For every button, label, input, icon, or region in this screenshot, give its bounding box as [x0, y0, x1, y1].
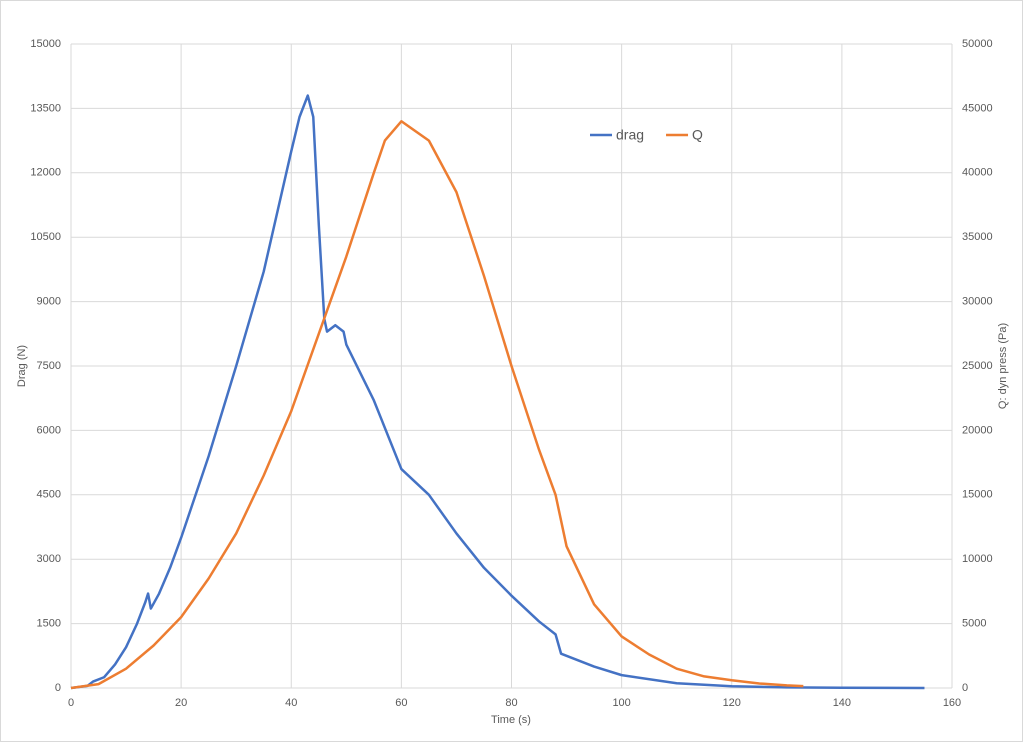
y2-tick-label: 25000: [962, 360, 993, 372]
x-tick-label: 20: [175, 697, 187, 709]
x-tick-label: 40: [285, 697, 297, 709]
y-tick-label: 0: [55, 682, 61, 694]
y2-tick-label: 5000: [962, 618, 986, 630]
y-tick-label: 6000: [37, 424, 61, 436]
y2-tick-label: 50000: [962, 38, 993, 50]
x-tick-label: 120: [723, 697, 741, 709]
data-line: [70, 120, 804, 690]
x-axis-title: Time (s): [491, 714, 531, 726]
x-tick-label: 80: [505, 697, 517, 709]
y2-tick-label: 10000: [962, 553, 993, 565]
x-tick-label: 60: [395, 697, 407, 709]
y2-tick-label: 40000: [962, 167, 993, 179]
y2-tick-label: 45000: [962, 102, 993, 114]
x-tick-label: 0: [68, 697, 74, 709]
y-tick-label: 9000: [37, 296, 61, 308]
y2-tick-label: 20000: [962, 424, 993, 436]
x-tick-label: 100: [612, 697, 630, 709]
y-tick-label: 13500: [30, 102, 61, 114]
y-tick-label: 12000: [30, 167, 61, 179]
y2-axis-title: Q: dyn press (Pa): [997, 323, 1009, 409]
y-tick-label: 15000: [30, 38, 61, 50]
y-tick-label: 3000: [37, 553, 61, 565]
y-tick-label: 7500: [37, 360, 61, 372]
y2-tick-label: 15000: [962, 489, 993, 501]
legend-label: drag: [616, 127, 644, 143]
y2-tick-label: 0: [962, 682, 968, 694]
y-tick-label: 4500: [37, 489, 61, 501]
x-tick-label: 140: [833, 697, 851, 709]
y-tick-label: 10500: [30, 231, 61, 243]
x-tick-label: 160: [943, 697, 961, 709]
y2-tick-label: 30000: [962, 296, 993, 308]
y2-tick-label: 35000: [962, 231, 993, 243]
data-line: [70, 94, 925, 690]
legend-label: Q: [692, 127, 703, 143]
y-tick-label: 1500: [37, 618, 61, 630]
y-axis-title: Drag (N): [16, 345, 28, 387]
